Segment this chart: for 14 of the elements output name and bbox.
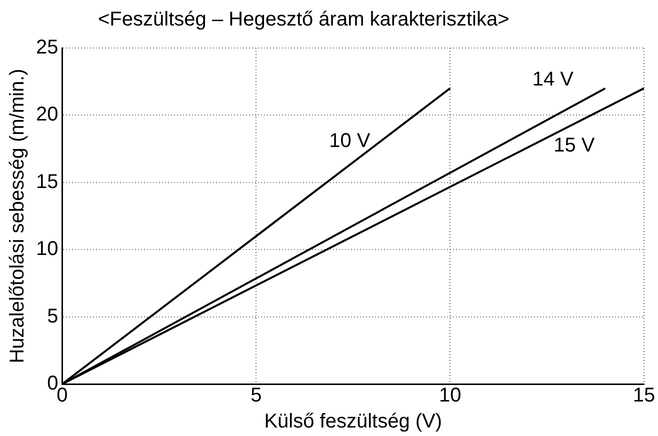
- series-label: 14 V: [532, 68, 574, 91]
- y-tick-label: 20: [36, 104, 58, 126]
- y-tick-label: 15: [36, 170, 58, 193]
- x-axis-title: Külső feszültség (V): [264, 410, 442, 433]
- chart-title: <Feszültség – Hegesztő áram karakterisztika>: [98, 8, 510, 31]
- series-label: 15 V: [554, 134, 596, 156]
- y-axis-title: Huzalelőtolási sebesség (m/min.): [6, 68, 29, 364]
- y-tick-label: 5: [47, 305, 58, 328]
- x-tick-label: 10: [438, 384, 462, 407]
- y-tick-label: 25: [36, 36, 58, 59]
- x-tick-label: 5: [250, 384, 262, 407]
- y-tick-label: 10: [36, 238, 58, 260]
- x-tick-label: 15: [632, 384, 656, 407]
- series-label: 10 V: [329, 130, 371, 152]
